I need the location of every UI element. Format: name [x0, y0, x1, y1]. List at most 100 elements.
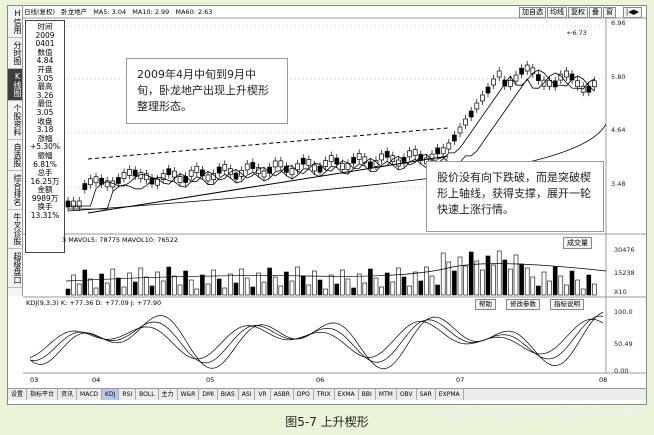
- volume-bar: [429, 275, 435, 296]
- candle-body: [65, 200, 71, 208]
- volume-bar: [177, 284, 183, 296]
- candle-body: [323, 160, 328, 167]
- info-line: 最低: [37, 99, 53, 109]
- volume-selector[interactable]: 成交量: [563, 237, 592, 249]
- volume-bar: [132, 281, 138, 296]
- kdj-k-line: [29, 315, 604, 364]
- candle-body: [412, 149, 418, 156]
- volume-bar: [166, 266, 172, 296]
- indicator-tabs: 设置 指标平台 资讯 MACD KDJ RSI BOLL 主力 W&R DMI BIAS ASI VR A…: [8, 388, 646, 400]
- left-sidebar: H信用 分时图 K线图 个股资料 自选股 综合排名 牛叉诊股 超级盘口: [8, 6, 23, 296]
- volume-bar: [155, 271, 160, 296]
- indicator-tab[interactable]: EXPMA: [436, 389, 464, 400]
- volume-bar: [396, 267, 401, 296]
- indicator-tab[interactable]: 设置: [8, 389, 28, 400]
- chart-title-bar: 日线(复权) 卧龙地产 MA5: 3.04 MA10: 2.99 MA60: 2…: [24, 6, 646, 18]
- volume-bar: [452, 270, 457, 296]
- indicator-tab[interactable]: ASI: [239, 389, 256, 400]
- indicator-tab[interactable]: DPO: [294, 389, 314, 400]
- sidebar-item-panel[interactable]: 超级盘口: [8, 249, 22, 288]
- month-label: 08: [599, 376, 608, 384]
- volume-bar: [250, 286, 256, 296]
- candle-body: [552, 80, 558, 88]
- volume-bar: [323, 288, 328, 296]
- info-line: 涨幅: [37, 133, 53, 143]
- candle-body: [82, 183, 88, 190]
- ma10-line: [68, 72, 595, 210]
- volume-bar: [200, 274, 205, 296]
- candle-body: [446, 142, 452, 150]
- candle-body: [452, 134, 457, 142]
- indicator-tab[interactable]: SAR: [417, 389, 436, 400]
- indicator-tab[interactable]: OBV: [397, 389, 417, 400]
- sidebar-item-diagnose[interactable]: 牛叉诊股: [8, 210, 22, 249]
- candle-body: [104, 180, 110, 188]
- indicator-tab[interactable]: DMI: [199, 389, 218, 400]
- price-label-348: 3.48: [611, 180, 626, 188]
- volume-bar: [110, 268, 116, 296]
- indicator-tab[interactable]: BIAS: [218, 389, 239, 400]
- sidebar-item-credit[interactable]: H信用: [8, 6, 22, 38]
- mavol-line: [65, 263, 607, 282]
- sidebar-item-ranking[interactable]: 综合排名: [8, 171, 22, 210]
- volume-bar: [401, 276, 407, 296]
- volume-bar: [261, 281, 267, 296]
- indicator-tab[interactable]: RSI: [119, 389, 137, 400]
- month-label: 06: [316, 376, 325, 384]
- indicator-info-button[interactable]: 指标说明: [550, 299, 584, 310]
- candle-body: [132, 169, 138, 177]
- help-button[interactable]: 帮助: [475, 299, 496, 310]
- volume-bar: [575, 279, 580, 296]
- month-label: 07: [456, 376, 465, 384]
- indicator-tab[interactable]: MTM: [376, 389, 397, 400]
- info-line: 数值: [37, 47, 53, 57]
- volume-bar: [480, 269, 485, 296]
- volume-bar: [580, 288, 586, 296]
- volume-bar: [289, 280, 295, 296]
- sidebar-item-profile[interactable]: 个股资料: [8, 101, 22, 140]
- sidebar-item-timeshare[interactable]: 分时图: [8, 38, 22, 69]
- sidebar-item-kline[interactable]: K线图: [8, 69, 22, 101]
- high-label: ←6.73: [567, 29, 587, 37]
- indicator-tab[interactable]: TRIX: [314, 389, 335, 400]
- sidebar-item-watchlist[interactable]: 自选股: [8, 140, 22, 171]
- volume-bar: [300, 275, 306, 296]
- indicator-tab[interactable]: BBI: [359, 389, 376, 400]
- volume-bar: [558, 275, 564, 296]
- indicator-tab[interactable]: KDJ: [102, 389, 120, 400]
- indicator-tab[interactable]: 主力: [159, 389, 178, 400]
- candle-body: [312, 164, 317, 172]
- volume-bar: [564, 284, 569, 296]
- candle-body: [558, 73, 564, 81]
- volume-bar: [502, 259, 508, 296]
- candle-body: [88, 178, 93, 186]
- indicator-tab[interactable]: W&R: [178, 389, 200, 400]
- wedge-lower-line: [87, 155, 449, 214]
- volume-bar: [390, 281, 396, 296]
- period-label[interactable]: 日线(复权): [24, 8, 56, 16]
- volume-bar: [586, 274, 592, 296]
- candle-body: [71, 200, 76, 208]
- indicator-tab[interactable]: BOLL: [136, 389, 159, 400]
- volume-bar: [340, 269, 345, 296]
- info-line: 收盘: [37, 116, 53, 126]
- edit-params-button[interactable]: 修改参数: [506, 299, 540, 310]
- candle-body: [575, 80, 580, 88]
- indicator-tab[interactable]: 指标平台: [27, 389, 59, 400]
- volume-bar: [334, 283, 340, 296]
- indicator-tab[interactable]: ASBR: [271, 389, 294, 400]
- info-line: 开盘: [37, 64, 53, 74]
- indicator-tab[interactable]: 资讯: [58, 389, 78, 400]
- indicator-tab[interactable]: VR: [255, 389, 271, 400]
- month-label: 04: [92, 376, 101, 384]
- month-label: 05: [206, 376, 215, 384]
- volume-bar: [295, 266, 300, 296]
- candle-body: [524, 64, 530, 72]
- volume-bar: [519, 263, 524, 296]
- indicator-tab[interactable]: MACD: [77, 389, 103, 400]
- vol-label-mid: 15238: [614, 269, 635, 277]
- candle-body: [457, 126, 463, 134]
- candle-body: [491, 78, 496, 86]
- candle-body: [272, 160, 278, 168]
- indicator-tab[interactable]: EXMA: [335, 389, 359, 400]
